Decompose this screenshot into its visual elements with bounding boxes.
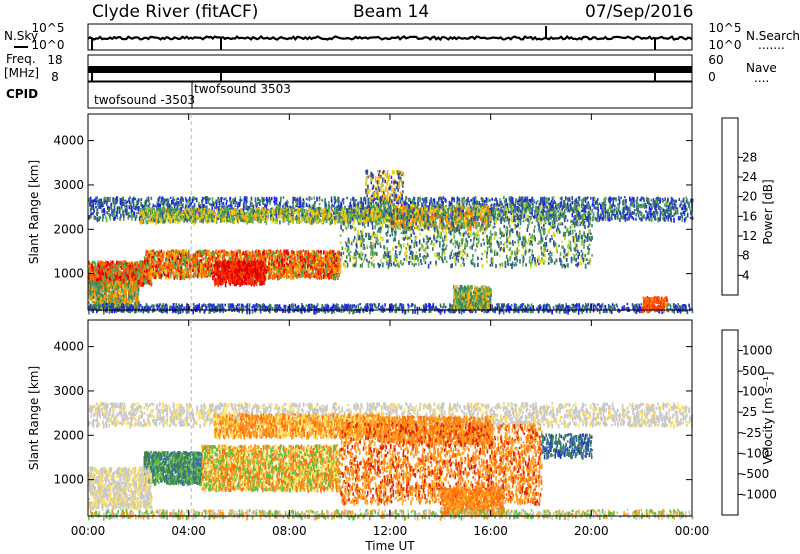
- power-ytick: 3000: [53, 178, 84, 192]
- velocity-colorbar-tick: 100: [742, 385, 765, 399]
- velocity-ytick: 1000: [53, 473, 84, 487]
- power-colorbar-tick: 20: [742, 190, 757, 204]
- nsky-tick-bottom: 10^0: [32, 38, 65, 52]
- velocity-colorbar-tick: 1000: [742, 344, 773, 358]
- x-tick-label: 04:00: [171, 524, 206, 538]
- power-ylabel: Slant Range [km]: [27, 160, 41, 264]
- cpid-entry-2: twofsound 3503: [194, 82, 291, 96]
- velocity-colorbar-tick: -500: [742, 467, 769, 481]
- velocity-colorbar-tick: -1000: [742, 487, 777, 501]
- x-tick-label: 12:00: [373, 524, 408, 538]
- power-colorbar-label: Power [dB]: [761, 179, 775, 244]
- cpid-entry-1: twofsound -3503: [94, 93, 195, 107]
- x-tick-label: 00:00: [71, 524, 106, 538]
- nsearch-dots: .......: [758, 38, 785, 52]
- nave-label: Nave: [746, 61, 777, 75]
- nsky-label: N.Sky: [4, 29, 38, 43]
- velocity-colorbar-tick: -25: [742, 426, 762, 440]
- nave-dots: ....: [754, 71, 769, 85]
- freq-tick-bottom: 8: [51, 70, 59, 84]
- freq-label: Freq.: [6, 52, 36, 66]
- x-tick-label: 08:00: [272, 524, 307, 538]
- velocity-colorbar-tick: 500: [742, 364, 765, 378]
- x-tick-label: 00:00: [675, 524, 710, 538]
- freq-trace: [88, 66, 692, 81]
- velocity-colorbar: 1000 500 100 25 -25 -100 -500 -1000: [721, 329, 777, 516]
- power-colorbar-tick: 4: [742, 268, 750, 282]
- velocity-ytick: 3000: [53, 384, 84, 398]
- cpid-panel: [87, 81, 693, 109]
- beam-title: Beam 14: [353, 2, 429, 22]
- x-tick-label: 16:00: [473, 524, 508, 538]
- power-colorbar-tick: 16: [742, 209, 757, 223]
- date-title: 07/Sep/2016: [585, 2, 693, 22]
- velocity-ytick: 2000: [53, 428, 84, 442]
- power-colorbar-tick: 8: [742, 249, 750, 263]
- nsearch-label: N.Search: [746, 29, 800, 43]
- cpid-label: CPID: [6, 87, 38, 101]
- velocity-ytick: 4000: [53, 340, 84, 354]
- x-axis-label: Time UT: [364, 539, 415, 553]
- velocity-colorbar-tick: 25: [742, 405, 757, 419]
- power-colorbar-tick: 24: [742, 170, 757, 184]
- nsky-tick-top: 10^5: [32, 21, 65, 35]
- nsearch-tick-bottom: 10^0: [709, 38, 742, 52]
- nsky-trace: [87, 26, 693, 50]
- velocity-data: [88, 402, 694, 521]
- nave-tick-bottom: 0: [708, 70, 716, 84]
- power-colorbar-tick: 12: [742, 229, 757, 243]
- nsky-panel: [87, 23, 693, 51]
- velocity-ylabel: Slant Range [km]: [27, 366, 41, 470]
- x-tick-label: 20:00: [574, 524, 609, 538]
- power-colorbar: 4 8 12 16 20 24 28: [721, 117, 757, 296]
- power-ytick: 4000: [53, 134, 84, 148]
- freq-tick-top: 18: [47, 53, 62, 67]
- power-ytick: 2000: [53, 222, 84, 236]
- velocity-colorbar-tick: -100: [742, 446, 769, 460]
- nave-tick-top: 60: [708, 53, 723, 67]
- power-colorbar-tick: 28: [742, 150, 757, 164]
- velocity-colorbar-label: Velocity [m s⁻¹]: [761, 371, 775, 464]
- nsearch-tick-top: 10^5: [709, 21, 742, 35]
- power-ytick: 1000: [53, 267, 84, 281]
- station-title: Clyde River (fitACF): [92, 2, 258, 22]
- power-data: [88, 169, 694, 315]
- freq-unit: [MHz]: [4, 66, 39, 80]
